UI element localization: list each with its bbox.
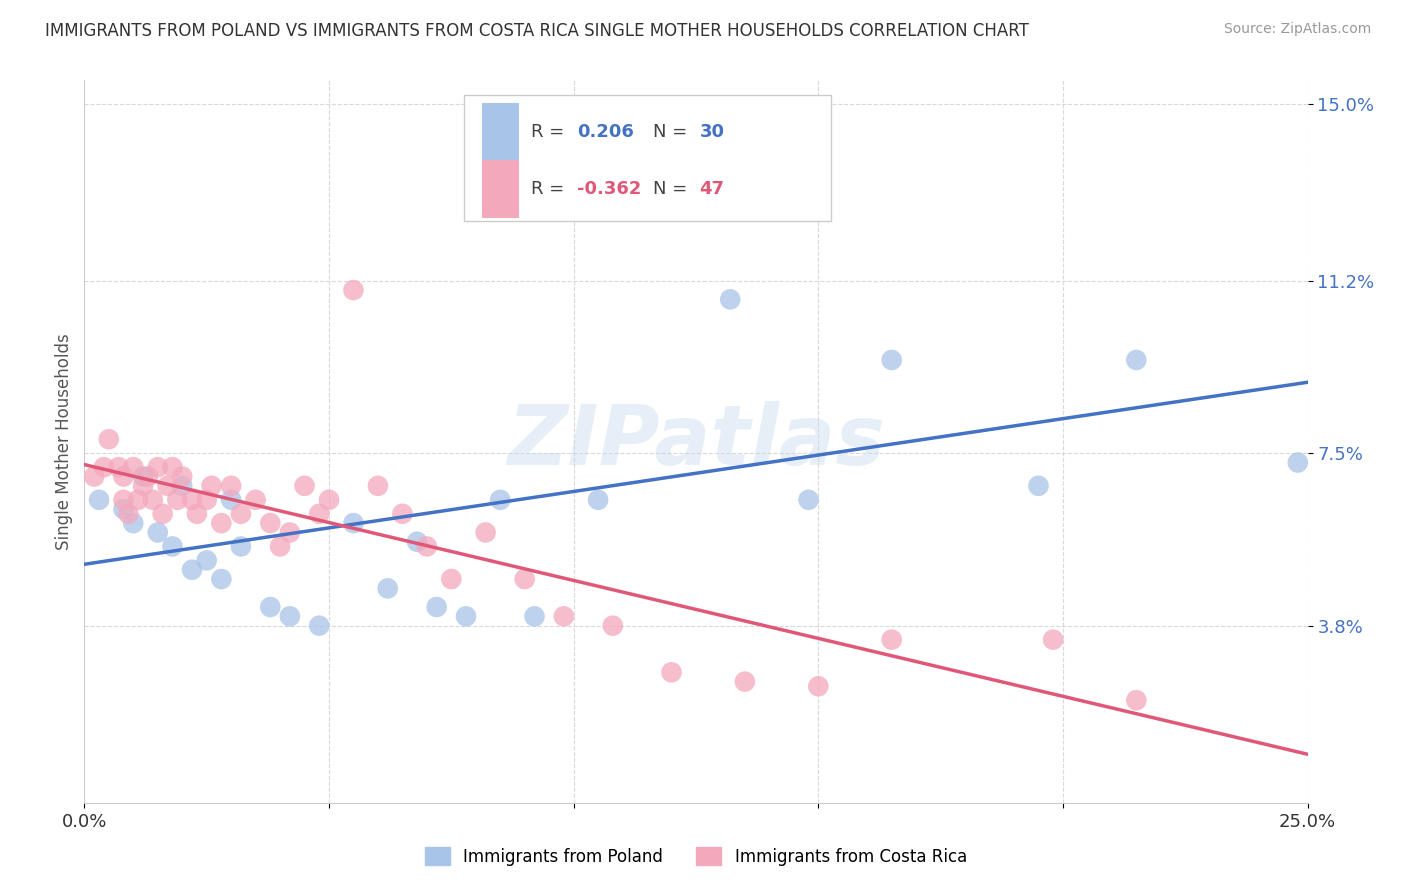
Point (1286, 456, 1309, 470)
Point (734, 674, 756, 689)
Point (416, 540, 439, 554)
Point (122, 460, 145, 475)
Point (229, 540, 252, 554)
Point (880, 632, 903, 647)
Point (122, 516, 145, 530)
Point (523, 609, 546, 624)
Point (195, 553, 218, 567)
Point (209, 572, 232, 586)
Point (294, 479, 316, 493)
Point (209, 516, 232, 530)
Point (181, 492, 204, 507)
Point (132, 479, 155, 493)
Point (797, 492, 820, 507)
Text: 47: 47 (700, 179, 724, 198)
Point (219, 479, 242, 493)
Point (112, 492, 135, 507)
Point (474, 525, 496, 540)
Point (586, 492, 609, 507)
Point (156, 479, 179, 493)
Point (166, 492, 188, 507)
Point (278, 609, 301, 624)
Point (172, 479, 194, 493)
Point (1125, 693, 1147, 707)
Point (132, 469, 155, 483)
Point (342, 516, 364, 530)
Bar (482, 103, 519, 161)
Point (807, 679, 830, 693)
Point (186, 507, 208, 521)
Point (112, 469, 135, 483)
Point (661, 665, 683, 680)
Text: IMMIGRANTS FROM POLAND VS IMMIGRANTS FROM COSTA RICA SINGLE MOTHER HOUSEHOLDS CO: IMMIGRANTS FROM POLAND VS IMMIGRANTS FRO… (45, 22, 1029, 40)
Point (1042, 632, 1064, 647)
Point (136, 469, 159, 483)
Text: ZIPatlas: ZIPatlas (508, 401, 884, 482)
Point (200, 479, 222, 493)
Point (117, 507, 139, 521)
Point (440, 572, 463, 586)
Text: N =: N = (654, 123, 693, 141)
Point (269, 540, 291, 554)
Text: 30: 30 (700, 123, 724, 141)
Point (152, 507, 174, 521)
Point (229, 507, 252, 521)
Text: N =: N = (654, 179, 693, 198)
Point (718, 293, 741, 307)
Point (127, 492, 149, 507)
Point (142, 492, 165, 507)
Point (308, 507, 330, 521)
Point (259, 600, 281, 615)
FancyBboxPatch shape (464, 95, 831, 221)
Point (162, 460, 184, 475)
Point (377, 582, 399, 596)
Point (391, 507, 413, 521)
Point (93, 460, 115, 475)
Point (162, 540, 184, 554)
Text: R =: R = (531, 123, 569, 141)
Point (146, 525, 169, 540)
Point (146, 460, 169, 475)
Bar (482, 160, 519, 218)
Point (651, 190, 673, 204)
Point (318, 492, 340, 507)
Point (1125, 353, 1147, 368)
Point (1028, 479, 1050, 493)
Point (454, 609, 477, 624)
Point (172, 469, 194, 483)
Point (112, 502, 135, 516)
Point (602, 618, 624, 632)
Point (513, 572, 536, 586)
Point (426, 600, 449, 615)
Text: Source: ZipAtlas.com: Source: ZipAtlas.com (1223, 22, 1371, 37)
Point (97, 432, 120, 446)
Text: R =: R = (531, 179, 569, 198)
Text: 0.206: 0.206 (578, 123, 634, 141)
Point (83, 469, 105, 483)
Point (553, 609, 575, 624)
Y-axis label: Single Mother Households: Single Mother Households (55, 334, 73, 549)
Point (880, 353, 903, 368)
Point (219, 492, 242, 507)
Point (278, 525, 301, 540)
Point (107, 460, 129, 475)
Point (259, 516, 281, 530)
Point (489, 492, 512, 507)
Point (195, 492, 218, 507)
Point (406, 534, 429, 549)
Point (181, 563, 204, 577)
Point (308, 618, 330, 632)
Legend: Immigrants from Poland, Immigrants from Costa Rica: Immigrants from Poland, Immigrants from … (416, 839, 976, 874)
Point (367, 479, 389, 493)
Point (342, 283, 364, 297)
Point (87, 492, 110, 507)
Point (245, 492, 267, 507)
Text: -0.362: -0.362 (578, 179, 641, 198)
